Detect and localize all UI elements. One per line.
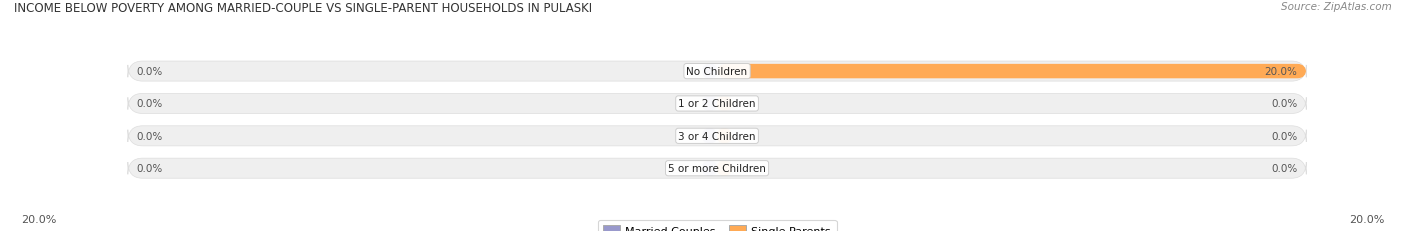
FancyBboxPatch shape xyxy=(717,65,1306,79)
Text: 20.0%: 20.0% xyxy=(21,214,56,224)
Text: 3 or 4 Children: 3 or 4 Children xyxy=(678,131,756,141)
Text: 0.0%: 0.0% xyxy=(136,131,163,141)
FancyBboxPatch shape xyxy=(717,129,731,143)
FancyBboxPatch shape xyxy=(128,94,1306,114)
FancyBboxPatch shape xyxy=(703,97,717,111)
Text: 1 or 2 Children: 1 or 2 Children xyxy=(678,99,756,109)
FancyBboxPatch shape xyxy=(703,129,717,143)
FancyBboxPatch shape xyxy=(717,161,731,176)
Text: 0.0%: 0.0% xyxy=(136,67,163,77)
FancyBboxPatch shape xyxy=(703,161,717,176)
Text: 20.0%: 20.0% xyxy=(1350,214,1385,224)
Text: 0.0%: 0.0% xyxy=(1271,131,1298,141)
Text: 0.0%: 0.0% xyxy=(136,164,163,173)
Text: INCOME BELOW POVERTY AMONG MARRIED-COUPLE VS SINGLE-PARENT HOUSEHOLDS IN PULASKI: INCOME BELOW POVERTY AMONG MARRIED-COUPL… xyxy=(14,2,592,15)
FancyBboxPatch shape xyxy=(703,65,717,79)
Text: 20.0%: 20.0% xyxy=(1264,67,1298,77)
FancyBboxPatch shape xyxy=(128,126,1306,146)
Text: Source: ZipAtlas.com: Source: ZipAtlas.com xyxy=(1281,2,1392,12)
FancyBboxPatch shape xyxy=(128,158,1306,179)
FancyBboxPatch shape xyxy=(717,97,731,111)
Legend: Married Couples, Single Parents: Married Couples, Single Parents xyxy=(598,220,837,231)
Text: 5 or more Children: 5 or more Children xyxy=(668,164,766,173)
Text: 0.0%: 0.0% xyxy=(1271,99,1298,109)
Text: No Children: No Children xyxy=(686,67,748,77)
Text: 0.0%: 0.0% xyxy=(136,99,163,109)
Text: 0.0%: 0.0% xyxy=(1271,164,1298,173)
FancyBboxPatch shape xyxy=(128,62,1306,82)
